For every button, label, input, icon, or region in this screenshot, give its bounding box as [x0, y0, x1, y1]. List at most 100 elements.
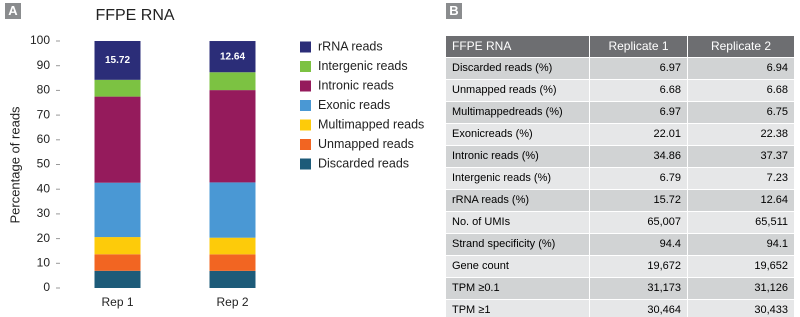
table-row: Intergenic reads (%) 6.79 7.23 [446, 168, 795, 190]
table-row: TPM ≥1 30,464 30,433 [446, 300, 795, 317]
table-cell: FFPE RNA [446, 36, 590, 57]
bar-segment [209, 90, 256, 183]
bar-segment [94, 41, 141, 80]
table-cell: Exonicreads (%) [446, 124, 590, 145]
bar-segment [209, 182, 256, 238]
chart: FFPE RNA Percentage of reads 0 10 20 30 40 50… [7, 7, 424, 309]
table-cell: Intergenic reads (%) [446, 168, 590, 189]
table-cell: 30,433 [688, 300, 795, 317]
table-cell: 6.68 [590, 80, 688, 101]
y-tick-label: 100 [30, 33, 50, 47]
table-cell: 7.23 [688, 168, 795, 189]
table-row: Gene count 19,672 19,652 [446, 256, 795, 278]
table-row: Strand specificity (%) 94.4 94.1 [446, 234, 795, 256]
bar-segment [94, 237, 141, 255]
panel-label: A [5, 3, 21, 19]
legend-swatch [300, 119, 311, 131]
y-tick-label: 40 [37, 181, 51, 195]
legend-swatch [300, 61, 311, 72]
table-cell: 6.75 [688, 102, 795, 123]
bar-segment [209, 254, 256, 271]
bar-segment [94, 270, 141, 288]
table-row: Discarded reads (%) 6.97 6.94 [446, 58, 795, 80]
legend-label: Multimapped reads [318, 117, 424, 131]
data-label: 15.72 [105, 55, 130, 66]
table-cell: 30,464 [590, 300, 688, 317]
table-row: Multimappedreads (%) 6.97 6.75 [446, 102, 795, 124]
table-cell: 6.94 [688, 58, 795, 79]
bar-segment [94, 254, 141, 271]
table-cell: Replicate 2 [688, 36, 795, 57]
legend-label: Unmapped reads [318, 137, 414, 151]
table-cell: 12.64 [688, 190, 795, 211]
table-cell: Gene count [446, 256, 590, 277]
table-cell: 15.72 [590, 190, 688, 211]
table-cell: 22.01 [590, 124, 688, 145]
table-cell: 65,511 [688, 212, 795, 233]
table-cell: 94.4 [590, 234, 688, 255]
legend-label: rRNA reads [318, 39, 383, 53]
bar-segment [209, 72, 256, 91]
table-row: TPM ≥0.1 31,173 31,126 [446, 278, 795, 300]
table-row: rRNA reads (%) 15.72 12.64 [446, 190, 795, 212]
table-cell: Intronic reads (%) [446, 146, 590, 167]
table-cell: 19,652 [688, 256, 795, 277]
y-tick-label: 80 [37, 83, 51, 97]
table-cell: TPM ≥0.1 [446, 278, 590, 299]
legend-swatch [300, 80, 311, 92]
legend-swatch [300, 139, 311, 150]
table-cell: 94.1 [688, 234, 795, 255]
table-row: FFPE RNA Replicate 1 Replicate 2 [446, 36, 795, 58]
legend-label: Discarded reads [318, 156, 409, 170]
bar-segment [209, 237, 256, 255]
bar-segment [94, 79, 141, 97]
data-label: 12.64 [220, 51, 245, 62]
y-tick-label: 10 [37, 255, 51, 269]
legend-label: Intergenic reads [318, 59, 408, 73]
y-tick-label: 30 [37, 206, 51, 220]
table-cell: Multimappedreads (%) [446, 102, 590, 123]
y-tick-label: 60 [37, 132, 51, 146]
bar-segment [209, 41, 256, 73]
table-cell: 31,126 [688, 278, 795, 299]
legend-label: Exonic reads [318, 98, 390, 112]
table-cell: No. of UMIs [446, 212, 590, 233]
table-cell: TPM ≥1 [446, 300, 590, 317]
table-cell: 31,173 [590, 278, 688, 299]
legend-swatch [300, 158, 311, 170]
table-cell: 19,672 [590, 256, 688, 277]
table-row: Intronic reads (%) 34.86 37.37 [446, 146, 795, 168]
bar-segment [94, 182, 141, 238]
table-row: Unmapped reads (%) 6.68 6.68 [446, 80, 795, 102]
table-row: No. of UMIs 65,007 65,511 [446, 212, 795, 234]
table-cell: Unmapped reads (%) [446, 80, 590, 101]
x-tick-label: Rep 2 [216, 295, 248, 309]
table: FFPE RNA Replicate 1 Replicate 2 Discarded … [446, 36, 795, 317]
table-row: Exonicreads (%) 22.01 22.38 [446, 124, 795, 146]
table-cell: 6.97 [590, 102, 688, 123]
table-cell: Replicate 1 [590, 36, 688, 57]
table-cell: 6.68 [688, 80, 795, 101]
bar-segment [209, 270, 256, 288]
panel-label: B [446, 3, 462, 19]
table-cell: 22.38 [688, 124, 795, 145]
table-cell: Discarded reads (%) [446, 58, 590, 79]
y-tick-label: 0 [43, 280, 50, 294]
y-tick-label: 20 [37, 231, 51, 245]
table-cell: rRNA reads (%) [446, 190, 590, 211]
legend-label: Intronic reads [318, 78, 394, 92]
table-cell: 34.86 [590, 146, 688, 167]
table-cell: 65,007 [590, 212, 688, 233]
table-cell: 6.79 [590, 168, 688, 189]
legend-swatch [300, 41, 311, 53]
table-cell: Strand specificity (%) [446, 234, 590, 255]
y-tick-label: 90 [37, 58, 51, 72]
table-cell: 37.37 [688, 146, 795, 167]
legend-swatch [300, 100, 311, 111]
table-cell: 6.97 [590, 58, 688, 79]
y-axis-label: Percentage of reads [7, 106, 22, 224]
chart-title: FFPE RNA [95, 7, 174, 24]
y-tick-label: 50 [37, 157, 51, 171]
x-tick-label: Rep 1 [101, 295, 133, 309]
